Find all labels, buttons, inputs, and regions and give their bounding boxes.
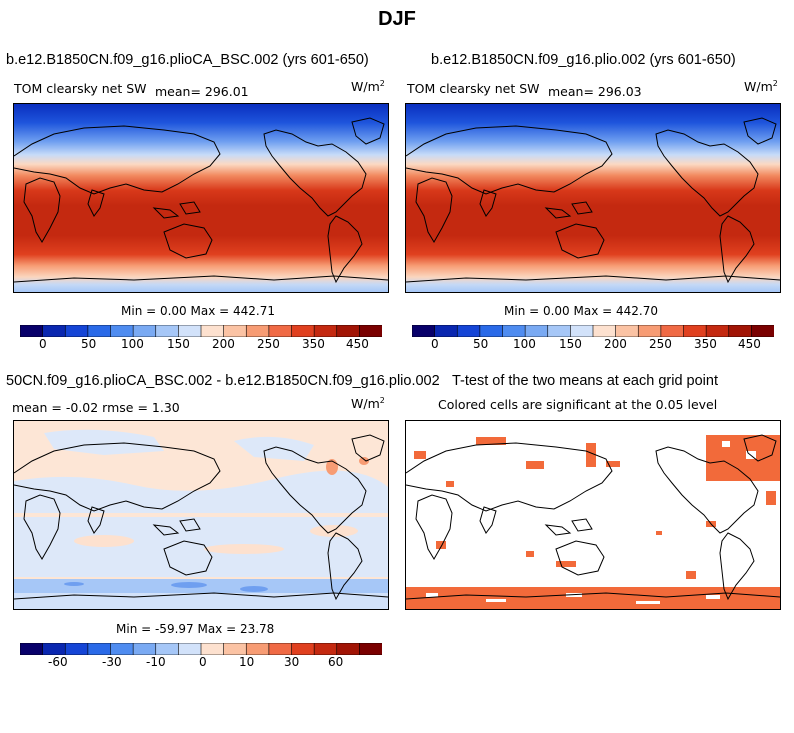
cbar2-tick-150: 150 bbox=[559, 337, 582, 351]
cbar1-swatch-2 bbox=[64, 325, 89, 337]
cbar1-tick-250: 250 bbox=[257, 337, 280, 351]
panel4-title: T-test of the two means at each grid poi… bbox=[452, 373, 718, 389]
cbar1-swatch-15 bbox=[359, 325, 382, 337]
cbar1-tick-150: 150 bbox=[167, 337, 190, 351]
cbar3-swatch-14 bbox=[336, 643, 360, 655]
panel1-variable: TOM clearsky net SW bbox=[14, 81, 147, 96]
cbar1-tick-350: 350 bbox=[302, 337, 325, 351]
cbar3-tick-10: 10 bbox=[239, 655, 255, 669]
cbar3-swatch-6 bbox=[155, 643, 179, 655]
panel3-stats: mean = -0.02 rmse = 1.30 bbox=[12, 400, 180, 415]
cbar2-tick-450: 450 bbox=[738, 337, 761, 351]
cbar1-tick-0: 0 bbox=[39, 337, 47, 351]
cbar3-tick-neg30: -30 bbox=[102, 655, 122, 669]
cbar1-swatch-10 bbox=[245, 325, 270, 337]
cbar2-swatch-11 bbox=[660, 325, 685, 337]
cbar2-swatch-9 bbox=[615, 325, 639, 337]
panel3-map bbox=[13, 420, 389, 610]
cbar3-swatch-11 bbox=[268, 643, 293, 655]
cbar3-swatch-5 bbox=[132, 643, 157, 655]
cbar2-swatch-12 bbox=[683, 325, 707, 337]
cbar1-swatch-11 bbox=[268, 325, 293, 337]
cbar1-swatch-4 bbox=[110, 325, 134, 337]
cbar2-swatch-13 bbox=[705, 325, 730, 337]
panel4-map bbox=[405, 420, 781, 610]
panel1-case-title: b.e12.B1850CN.f09_g16.plioCA_BSC.002 (yr… bbox=[6, 52, 369, 68]
cbar2-swatch-4 bbox=[502, 325, 526, 337]
cbar3-tick-neg10: -10 bbox=[146, 655, 166, 669]
cbar3-swatch-9 bbox=[223, 643, 247, 655]
cbar2-tick-350: 350 bbox=[694, 337, 717, 351]
cbar3-swatch-13 bbox=[313, 643, 338, 655]
cbar1-swatch-8 bbox=[200, 325, 225, 337]
cbar1-swatch-0 bbox=[20, 325, 44, 337]
cbar1-swatch-6 bbox=[155, 325, 179, 337]
cbar2-swatch-10 bbox=[637, 325, 662, 337]
cbar3-tick-neg60: -60 bbox=[48, 655, 68, 669]
cbar2-swatch-1 bbox=[434, 325, 458, 337]
cbar1-swatch-3 bbox=[87, 325, 112, 337]
cbar1-swatch-1 bbox=[42, 325, 66, 337]
cbar2-swatch-5 bbox=[524, 325, 549, 337]
cbar1-tick-200: 200 bbox=[212, 337, 235, 351]
cbar2-tick-200: 200 bbox=[604, 337, 627, 351]
cbar3-swatch-3 bbox=[87, 643, 112, 655]
cbar1-swatch-7 bbox=[178, 325, 202, 337]
cbar1-swatch-5 bbox=[132, 325, 157, 337]
cbar2-swatch-3 bbox=[479, 325, 504, 337]
panel3-case-title: 50CN.f09_g16.plioCA_BSC.002 - b.e12.B185… bbox=[6, 373, 440, 389]
panel3-units: W/m2 bbox=[351, 396, 385, 412]
cbar3-swatch-2 bbox=[64, 643, 89, 655]
panel1-map bbox=[13, 103, 389, 293]
cbar3-swatch-8 bbox=[200, 643, 225, 655]
cbar1-swatch-9 bbox=[223, 325, 247, 337]
cbar2-tick-0: 0 bbox=[431, 337, 439, 351]
cbar2-tick-250: 250 bbox=[649, 337, 672, 351]
cbar1-tick-450: 450 bbox=[346, 337, 369, 351]
cbar1-tick-50: 50 bbox=[81, 337, 97, 351]
cbar3-swatch-12 bbox=[291, 643, 315, 655]
panel3-minmax: Min = -59.97 Max = 23.78 bbox=[116, 622, 275, 636]
cbar1-swatch-13 bbox=[313, 325, 338, 337]
cbar1-tick-100: 100 bbox=[121, 337, 144, 351]
cbar3-swatch-0 bbox=[20, 643, 44, 655]
colorbar-top-right bbox=[412, 325, 774, 337]
cbar1-swatch-12 bbox=[291, 325, 315, 337]
cbar2-tick-50: 50 bbox=[473, 337, 489, 351]
panel1-minmax: Min = 0.00 Max = 442.71 bbox=[121, 304, 275, 318]
colorbar-bottom-left bbox=[20, 643, 382, 655]
panel4-subtitle: Colored cells are significant at the 0.0… bbox=[438, 397, 718, 412]
panel1-units: W/m2 bbox=[351, 79, 385, 95]
cbar3-swatch-10 bbox=[245, 643, 270, 655]
cbar2-swatch-6 bbox=[547, 325, 571, 337]
cbar2-swatch-14 bbox=[728, 325, 752, 337]
panel1-mean: mean= 296.01 bbox=[155, 84, 249, 99]
panel2-map bbox=[405, 103, 781, 293]
panel2-variable: TOM clearsky net SW bbox=[407, 81, 540, 96]
panel2-case-title: b.e12.B1850CN.f09_g16.plio.002 (yrs 601-… bbox=[431, 52, 736, 68]
cbar3-swatch-7 bbox=[178, 643, 202, 655]
cbar1-swatch-14 bbox=[336, 325, 360, 337]
panel2-minmax: Min = 0.00 Max = 442.70 bbox=[504, 304, 658, 318]
cbar2-tick-100: 100 bbox=[513, 337, 536, 351]
page-title: DJF bbox=[378, 8, 416, 30]
cbar2-swatch-15 bbox=[751, 325, 774, 337]
cbar3-tick-60: 60 bbox=[328, 655, 344, 669]
panel2-units: W/m2 bbox=[744, 79, 778, 95]
cbar2-swatch-0 bbox=[412, 325, 436, 337]
cbar3-swatch-4 bbox=[110, 643, 134, 655]
panel2-mean: mean= 296.03 bbox=[548, 84, 642, 99]
cbar2-swatch-2 bbox=[456, 325, 481, 337]
cbar3-swatch-1 bbox=[42, 643, 66, 655]
cbar3-tick-30: 30 bbox=[284, 655, 300, 669]
cbar3-tick-0: 0 bbox=[199, 655, 207, 669]
cbar2-swatch-7 bbox=[570, 325, 594, 337]
cbar2-swatch-8 bbox=[592, 325, 617, 337]
colorbar-top-left bbox=[20, 325, 382, 337]
cbar3-swatch-15 bbox=[359, 643, 382, 655]
